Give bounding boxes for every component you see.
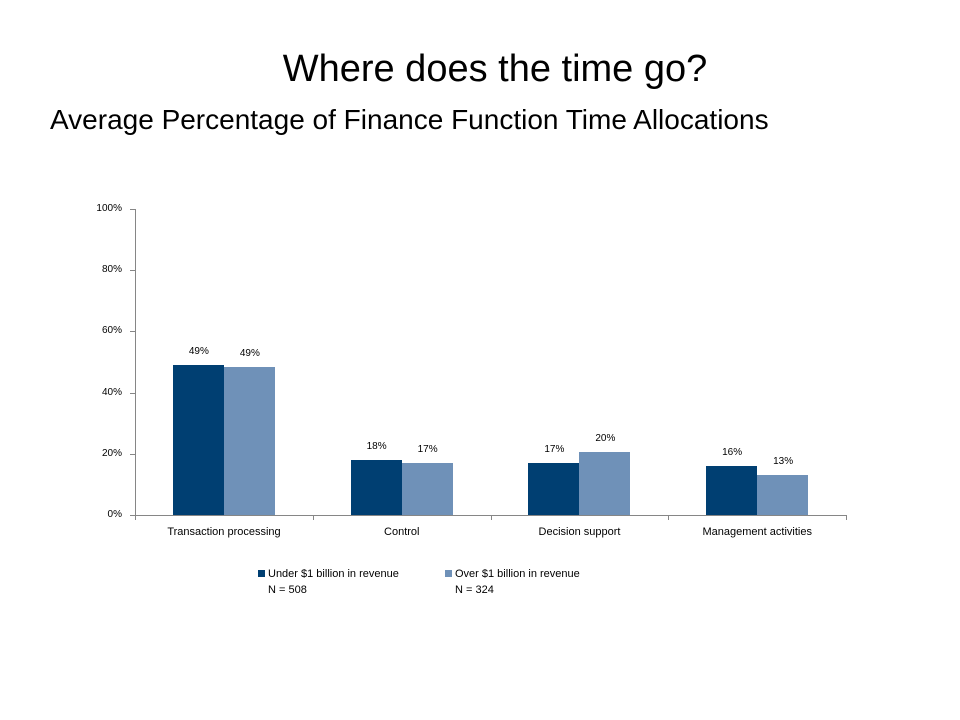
legend-label: Under $1 billion in revenue xyxy=(268,568,399,580)
bar xyxy=(172,365,224,515)
y-axis xyxy=(135,209,136,515)
x-axis xyxy=(130,515,847,516)
bar xyxy=(579,452,631,515)
data-label: 18% xyxy=(366,440,387,452)
legend-swatch-icon xyxy=(445,570,452,577)
y-tick xyxy=(130,453,135,455)
data-label: 49% xyxy=(239,347,260,359)
x-tick xyxy=(312,515,314,520)
x-tick xyxy=(490,515,492,520)
y-tick xyxy=(130,270,135,272)
bar xyxy=(350,459,402,515)
legend-item: Over $1 billion in revenue N = 324 xyxy=(445,566,580,598)
data-label: 49% xyxy=(188,346,209,358)
x-tick xyxy=(135,515,136,520)
data-label: 17% xyxy=(417,443,438,455)
bar xyxy=(401,462,453,515)
y-tick-label: 80% xyxy=(101,264,122,276)
category-label: Control xyxy=(384,526,420,538)
category-label: Management activities xyxy=(702,526,812,538)
y-tick-label: 0% xyxy=(107,509,122,520)
legend-item: Under $1 billion in revenue N = 508 xyxy=(258,566,399,598)
y-tick xyxy=(130,209,135,210)
y-tick-label: 100% xyxy=(96,203,122,214)
category-label: Decision support xyxy=(538,526,621,538)
x-tick xyxy=(668,515,670,520)
data-label: 13% xyxy=(773,456,794,468)
bar xyxy=(757,475,809,515)
y-tick xyxy=(130,392,135,394)
legend-label: Over $1 billion in revenue xyxy=(455,568,580,580)
data-label: 20% xyxy=(595,433,616,445)
bar xyxy=(223,366,275,515)
y-tick xyxy=(130,515,135,516)
data-label: 16% xyxy=(722,447,743,459)
legend-sample-size: N = 508 xyxy=(268,584,307,596)
category-label: Transaction processing xyxy=(167,526,281,538)
slide-title: Where does the time go? xyxy=(282,48,708,90)
legend-sample-size: N = 324 xyxy=(455,584,494,596)
slide-subtitle: Average Percentage of Finance Function T… xyxy=(50,104,769,135)
y-tick xyxy=(130,331,135,333)
bar xyxy=(706,466,758,515)
y-tick-label: 20% xyxy=(101,447,122,459)
y-tick-label: 60% xyxy=(101,325,122,337)
bar xyxy=(528,462,580,515)
y-tick-label: 40% xyxy=(101,386,122,398)
x-tick xyxy=(846,515,847,520)
data-label: 17% xyxy=(544,443,565,455)
legend-swatch-icon xyxy=(258,570,265,577)
